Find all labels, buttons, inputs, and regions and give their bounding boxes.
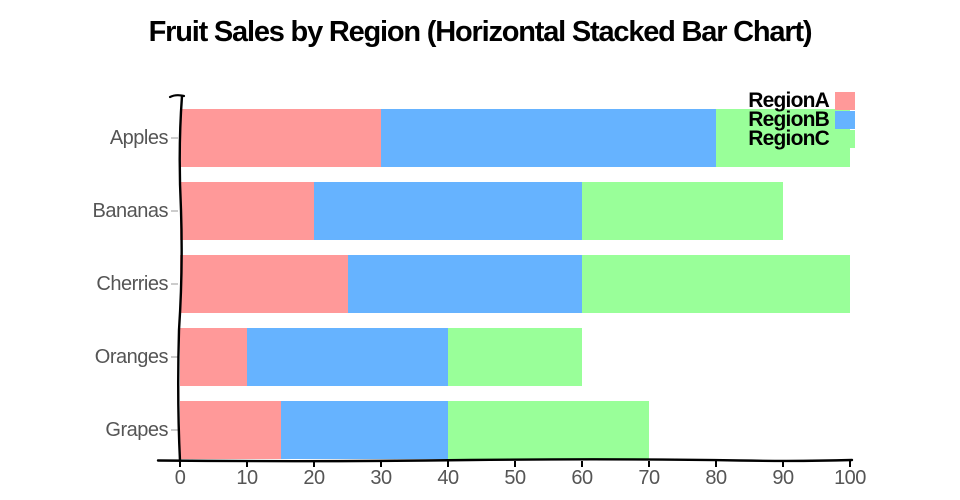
y-category-label-apples: Apples: [109, 127, 169, 149]
y-category-label-grapes: Grapes: [105, 419, 168, 441]
legend-swatch-regiona: [835, 91, 855, 110]
x-tick-mark: [514, 461, 516, 467]
legend-label-regiona: RegionA: [748, 89, 830, 112]
x-tick-mark: [313, 461, 315, 467]
bar-segment-bananas-regiona: [180, 182, 314, 240]
bar-segment-oranges-regionb: [247, 328, 448, 386]
x-tick-mark: [380, 461, 382, 467]
x-tick-label-70: 70: [638, 467, 660, 489]
y-category-label-cherries: Cherries: [96, 273, 168, 295]
y-tick-mark: [171, 429, 178, 431]
y-category-label-bananas: Bananas: [92, 200, 169, 222]
bar-segment-cherries-regionb: [347, 255, 582, 313]
legend-label-regionc: RegionC: [748, 127, 830, 150]
bar-segment-apples-regionc: [716, 109, 850, 167]
bar-segment-grapes-regionb: [280, 401, 448, 459]
x-tick-label-90: 90: [772, 467, 794, 489]
legend-swatch-regionc: [835, 129, 855, 148]
x-tick-mark: [581, 461, 583, 467]
x-tick-label-0: 0: [174, 467, 186, 489]
x-tick-label-50: 50: [504, 467, 526, 489]
legend-item-regiona: RegionA: [748, 89, 855, 112]
bar-segment-apples-regionb: [381, 109, 716, 167]
bar-segment-bananas-regionb: [314, 182, 582, 240]
x-tick-mark: [447, 461, 449, 467]
bar-segment-apples-regiona: [180, 109, 381, 167]
x-tick-label-100: 100: [834, 467, 866, 489]
bar-segment-oranges-regionc: [448, 328, 582, 386]
x-tick-mark: [648, 461, 650, 467]
x-tick-mark: [715, 461, 717, 467]
bar-segment-cherries-regiona: [180, 255, 348, 313]
bar-segment-cherries-regionc: [582, 255, 850, 313]
chart-title: Fruit Sales by Region (Horizontal Stacke…: [148, 16, 813, 48]
x-tick-label-60: 60: [571, 467, 593, 489]
x-tick-label-40: 40: [437, 467, 459, 489]
bar-segment-grapes-regionc: [448, 401, 649, 459]
x-tick-mark: [246, 461, 248, 467]
bar-segment-bananas-regionc: [582, 182, 783, 240]
bar-segment-oranges-regiona: [180, 328, 247, 386]
x-tick-mark: [849, 461, 851, 467]
x-tick-label-30: 30: [370, 467, 392, 489]
x-tick-label-80: 80: [705, 467, 727, 489]
bar-segment-grapes-regiona: [180, 401, 281, 459]
y-category-label-oranges: Oranges: [94, 346, 169, 368]
y-tick-mark: [171, 283, 178, 285]
legend-item-regionc: RegionC: [748, 127, 855, 150]
legend-label-regionb: RegionB: [748, 108, 830, 131]
x-tick-label-10: 10: [236, 467, 258, 489]
legend-swatch-regionb: [835, 110, 855, 129]
x-tick-label-20: 20: [303, 467, 325, 489]
y-tick-mark: [171, 137, 178, 139]
legend-item-regionb: RegionB: [748, 108, 855, 131]
y-tick-mark: [171, 210, 178, 212]
y-tick-mark: [171, 356, 178, 358]
x-tick-mark: [782, 461, 784, 467]
x-tick-mark: [179, 461, 181, 467]
